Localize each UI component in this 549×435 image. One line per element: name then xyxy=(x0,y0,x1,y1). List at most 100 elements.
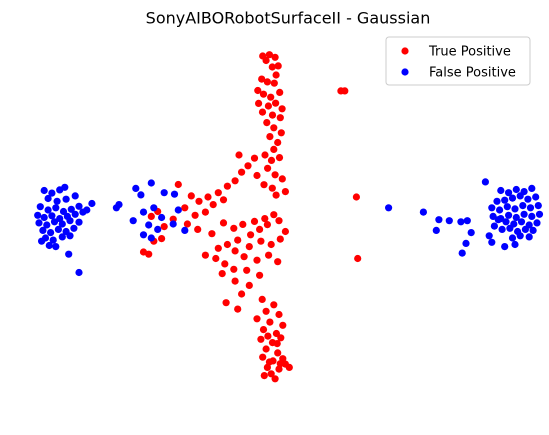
true-positive-point xyxy=(257,237,265,245)
false-positive-point xyxy=(517,218,526,226)
true-positive-point xyxy=(270,145,278,153)
false-positive-point xyxy=(519,202,527,210)
false-positive-point xyxy=(535,210,544,218)
true-positive-point xyxy=(270,301,278,309)
false-positive-point xyxy=(139,231,148,239)
true-positive-point xyxy=(275,217,283,225)
true-positive-point xyxy=(208,230,216,238)
false-positive-point xyxy=(508,194,517,202)
true-positive-point xyxy=(194,225,202,233)
false-positive-point xyxy=(66,217,74,225)
false-positive-point xyxy=(512,213,520,222)
true-positive-point xyxy=(272,329,280,338)
true-positive-point xyxy=(212,254,220,263)
false-positive-point xyxy=(521,225,530,233)
true-positive-point xyxy=(276,114,284,122)
true-positive-point xyxy=(158,235,166,243)
true-positive-point xyxy=(275,154,284,162)
true-positive-point xyxy=(262,307,270,315)
false-positive-point xyxy=(462,239,470,247)
true-positive-point xyxy=(285,363,293,371)
chart-title: SonyAIBORobotSurfaceII - Gaussian xyxy=(146,9,431,28)
false-positive-point xyxy=(501,196,509,204)
true-positive-point xyxy=(219,196,228,204)
true-positive-point xyxy=(231,177,239,185)
false-positive-point xyxy=(181,226,189,234)
false-positive-point xyxy=(488,238,496,246)
true-positive-point xyxy=(245,243,253,251)
true-positive-point xyxy=(250,154,259,162)
legend: True Positive False Positive xyxy=(385,36,531,86)
legend-frame xyxy=(385,36,531,86)
legend-marker-true-positive xyxy=(401,47,409,55)
false-positive-point xyxy=(432,226,440,234)
true-positive-point xyxy=(218,270,226,278)
true-positive-point xyxy=(191,211,199,219)
true-positive-point xyxy=(264,332,272,340)
true-positive-point xyxy=(160,223,168,231)
true-positive-point xyxy=(238,168,246,176)
false-positive-point xyxy=(435,216,443,224)
false-positive-point xyxy=(158,213,166,222)
true-positive-point xyxy=(276,88,284,96)
false-positive-point xyxy=(75,268,83,277)
false-positive-point xyxy=(490,222,498,230)
true-positive-point xyxy=(258,108,267,116)
true-positive-point xyxy=(257,335,265,343)
true-positive-point xyxy=(268,184,276,192)
true-positive-point xyxy=(235,151,243,159)
true-positive-point xyxy=(268,111,277,119)
true-positive-point xyxy=(267,240,275,249)
true-positive-point xyxy=(276,360,284,368)
true-positive-point xyxy=(267,156,276,164)
false-positive-point xyxy=(58,220,66,228)
true-positive-point xyxy=(247,231,255,239)
false-positive-point xyxy=(481,178,489,186)
false-positive-point xyxy=(488,204,496,212)
true-positive-point xyxy=(271,53,279,61)
true-positive-point xyxy=(352,193,360,201)
legend-marker-false-positive xyxy=(401,68,409,76)
false-positive-point xyxy=(463,217,471,225)
true-positive-point xyxy=(214,244,222,252)
false-positive-point xyxy=(512,185,520,194)
true-positive-point xyxy=(273,340,281,348)
false-positive-point xyxy=(45,241,53,250)
true-positive-point xyxy=(270,124,278,132)
false-positive-point xyxy=(534,202,542,210)
true-positive-point xyxy=(261,215,269,223)
false-positive-point xyxy=(528,184,536,192)
true-positive-point xyxy=(174,180,182,189)
false-positive-point xyxy=(145,221,153,229)
true-positive-point xyxy=(267,93,275,101)
false-positive-point xyxy=(485,232,493,240)
true-positive-point xyxy=(230,224,238,232)
false-positive-point xyxy=(524,195,532,203)
true-positive-point xyxy=(250,217,259,225)
false-positive-point xyxy=(516,192,524,200)
true-positive-point xyxy=(259,353,267,361)
true-positive-point xyxy=(209,201,217,209)
false-positive-point xyxy=(61,183,69,191)
true-positive-point xyxy=(222,299,230,307)
false-positive-point xyxy=(53,197,61,205)
true-positive-point xyxy=(265,358,273,366)
true-positive-point xyxy=(243,266,251,274)
false-positive-point xyxy=(493,197,501,205)
true-positive-point xyxy=(341,87,349,95)
true-positive-point xyxy=(230,265,238,273)
true-positive-point xyxy=(265,51,273,59)
true-positive-point xyxy=(259,90,268,98)
false-positive-point xyxy=(150,204,158,212)
false-positive-point xyxy=(533,219,541,227)
false-positive-point xyxy=(525,233,533,241)
true-positive-point xyxy=(231,277,239,285)
true-positive-point xyxy=(245,281,253,289)
false-positive-point xyxy=(67,205,75,213)
true-positive-point xyxy=(255,99,263,107)
false-positive-point xyxy=(501,243,509,251)
true-positive-point xyxy=(278,105,286,113)
true-positive-point xyxy=(187,192,195,200)
false-positive-point xyxy=(467,229,475,237)
true-positive-point xyxy=(262,345,270,353)
